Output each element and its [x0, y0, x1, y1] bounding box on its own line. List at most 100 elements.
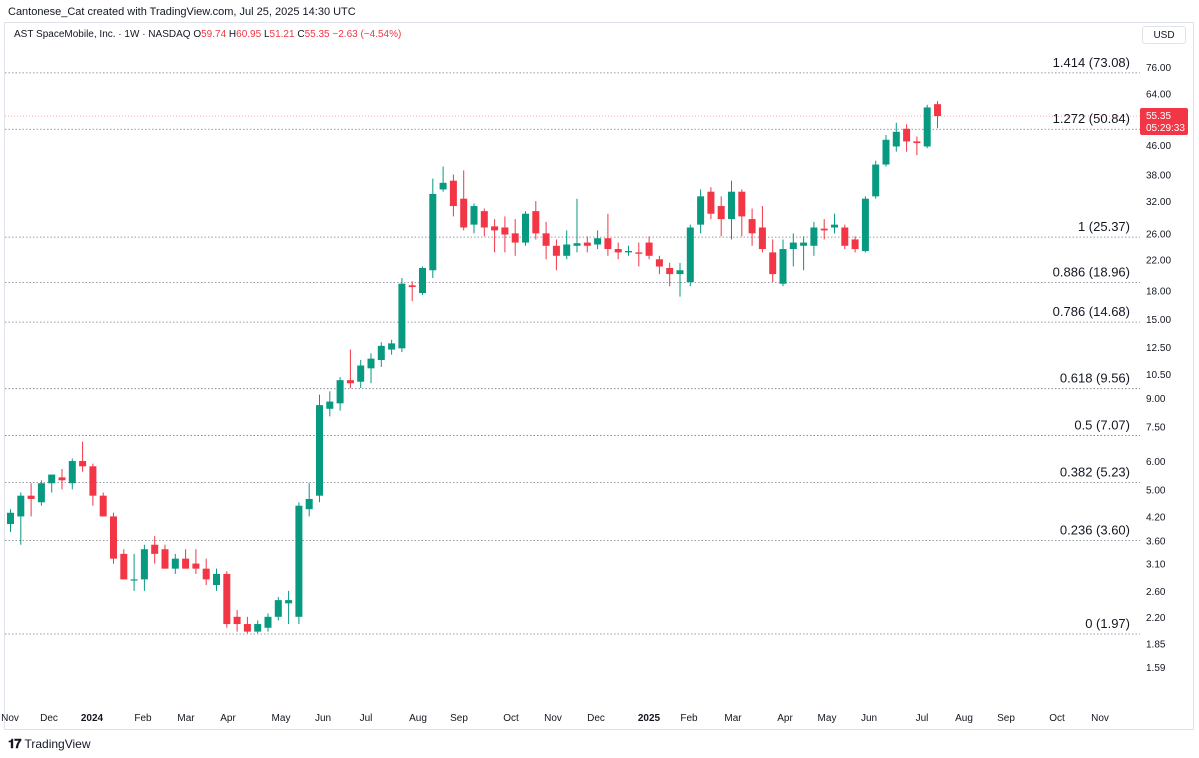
time-tick-label: Mar [724, 713, 742, 724]
candle [748, 208, 756, 246]
high-label: H [228, 29, 237, 40]
price-tick-label: 3.60 [1146, 536, 1166, 547]
candle [820, 219, 828, 240]
chart-attribution: Cantonese_Cat created with TradingView.c… [8, 6, 356, 18]
time-tick-label: Nov [544, 713, 562, 724]
open-label: O [193, 29, 202, 40]
time-tick-label: Jun [861, 713, 877, 724]
candle-body [491, 226, 499, 231]
candle-body [717, 206, 725, 220]
candle-body [58, 477, 66, 481]
candle [861, 196, 869, 253]
candle-body [738, 191, 746, 217]
candle-body [697, 196, 705, 225]
candle [810, 221, 818, 256]
price-tag-box [1140, 108, 1188, 136]
candle-body [429, 193, 437, 271]
candle-body [923, 107, 931, 147]
chart-frame [4, 22, 1194, 730]
candle-body [861, 198, 869, 252]
brand-name: TradingView [24, 737, 91, 751]
candle-body [449, 180, 457, 207]
price-tag-timer: 05:29:33 [1146, 123, 1185, 134]
price-tick-label: 2.20 [1146, 613, 1166, 624]
candle-body [439, 182, 447, 190]
candle [130, 553, 138, 591]
low-value: 51.21 [269, 29, 295, 40]
candle [316, 394, 323, 503]
candle-body [48, 474, 56, 484]
candle-body [583, 242, 591, 246]
candle [305, 483, 313, 517]
time-tick-label: Apr [777, 713, 793, 724]
candle-body [779, 249, 787, 284]
candle-body [110, 516, 117, 559]
candle-body [264, 616, 272, 628]
price-tick-label: 4.20 [1146, 512, 1166, 523]
candle [192, 549, 200, 574]
candle-body [789, 242, 797, 250]
candle-body [831, 224, 838, 228]
candle-body [614, 249, 622, 253]
candle [707, 187, 715, 220]
candle [274, 596, 282, 621]
fib-label: 0.382 (5.23) [1060, 464, 1130, 479]
candle-body [800, 242, 808, 246]
currency-selector[interactable]: USD [1142, 26, 1186, 44]
candle [110, 512, 117, 564]
time-tick-label: 2024 [81, 713, 104, 724]
low-label: L [263, 29, 270, 40]
candle-body [151, 544, 159, 554]
fib-label: 0.236 (3.60) [1060, 522, 1130, 537]
candle-body [501, 227, 509, 235]
price-tick-label: 2.60 [1146, 587, 1166, 598]
candle [326, 391, 334, 417]
symbol-legend: AST SpaceMobile, Inc. · 1W · NASDAQ O59.… [14, 29, 401, 40]
candle-body [388, 343, 396, 350]
candle-body [748, 219, 756, 234]
candle [738, 189, 746, 237]
time-tick-label: Jun [315, 713, 331, 724]
candle-body [79, 461, 87, 467]
candle-body [130, 579, 138, 581]
candle-body [316, 405, 323, 496]
candle-body [37, 483, 45, 503]
candle-body [285, 600, 293, 604]
price-tick-label: 9.00 [1146, 394, 1166, 405]
fib-label: 1.414 (73.08) [1053, 55, 1130, 70]
candle [37, 480, 45, 506]
candle-body [594, 238, 602, 245]
candle-body [686, 227, 694, 283]
candle-body [872, 164, 880, 197]
candle [851, 236, 859, 253]
candle [439, 166, 447, 192]
time-tick-label: Aug [955, 713, 973, 724]
time-axis[interactable]: Nov Dec 2024 Feb Mar Apr May Jun Jul Aug Sep Oct Nov… [1, 713, 1109, 724]
candle-body [27, 495, 35, 499]
candle [923, 104, 931, 149]
time-tick-label: Oct [503, 713, 519, 724]
price-tag-value: 55.35 [1146, 111, 1171, 122]
candle [140, 544, 148, 591]
candle-body [758, 227, 766, 250]
candle-body [89, 466, 97, 496]
time-tick-label: Apr [220, 713, 236, 724]
candle-body [769, 252, 777, 275]
candle-body [728, 191, 735, 220]
candle-body [666, 267, 674, 275]
candle-body [336, 380, 344, 404]
candle-body [295, 505, 303, 617]
footer-brand: 𝟏𝟕 TradingView [8, 736, 91, 752]
price-axis[interactable]: 76.0064.0056.0046.0038.0032.0026.0022.00… [1146, 63, 1171, 674]
symbol-title[interactable]: AST SpaceMobile, Inc. · 1W · NASDAQ [14, 29, 191, 40]
candle-body [810, 227, 818, 246]
time-tick-label: Sep [450, 713, 468, 724]
candle-body [645, 242, 653, 256]
candle-body [625, 251, 632, 253]
candle [264, 613, 272, 632]
candle [470, 203, 478, 234]
candle-body [254, 624, 262, 632]
candle-body [851, 239, 859, 250]
